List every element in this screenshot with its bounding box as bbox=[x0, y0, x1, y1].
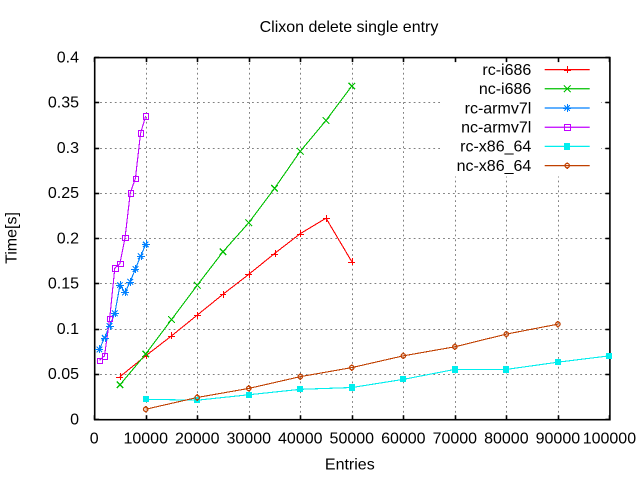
svg-text:0.4: 0.4 bbox=[57, 49, 79, 66]
svg-text:rc-x86_64: rc-x86_64 bbox=[460, 139, 531, 156]
svg-text:nc-i686: nc-i686 bbox=[479, 81, 532, 98]
svg-text:50000: 50000 bbox=[330, 431, 375, 448]
svg-text:30000: 30000 bbox=[227, 431, 272, 448]
svg-text:60000: 60000 bbox=[381, 431, 426, 448]
svg-text:nc-x86_64: nc-x86_64 bbox=[457, 158, 532, 175]
svg-text:0.35: 0.35 bbox=[48, 95, 79, 112]
svg-text:Clixon delete single entry: Clixon delete single entry bbox=[260, 19, 439, 36]
svg-text:0.1: 0.1 bbox=[57, 321, 79, 338]
svg-text:Time[s]: Time[s] bbox=[4, 212, 21, 264]
svg-text:100000: 100000 bbox=[583, 431, 636, 448]
svg-text:Entries: Entries bbox=[325, 457, 375, 474]
svg-text:90000: 90000 bbox=[536, 431, 581, 448]
svg-text:0: 0 bbox=[90, 431, 99, 448]
svg-text:0.3: 0.3 bbox=[57, 140, 79, 157]
svg-text:rc-i686: rc-i686 bbox=[482, 62, 531, 79]
svg-text:0.25: 0.25 bbox=[48, 185, 79, 202]
svg-text:10000: 10000 bbox=[123, 431, 168, 448]
svg-text:80000: 80000 bbox=[484, 431, 529, 448]
svg-text:70000: 70000 bbox=[433, 431, 478, 448]
svg-text:40000: 40000 bbox=[278, 431, 323, 448]
svg-text:0.15: 0.15 bbox=[48, 276, 79, 293]
svg-text:0.2: 0.2 bbox=[57, 230, 79, 247]
svg-text:0.05: 0.05 bbox=[48, 366, 79, 383]
svg-text:20000: 20000 bbox=[175, 431, 220, 448]
svg-text:nc-armv7l: nc-armv7l bbox=[461, 120, 531, 137]
svg-text:0: 0 bbox=[70, 412, 79, 429]
svg-text:rc-armv7l: rc-armv7l bbox=[465, 100, 532, 117]
